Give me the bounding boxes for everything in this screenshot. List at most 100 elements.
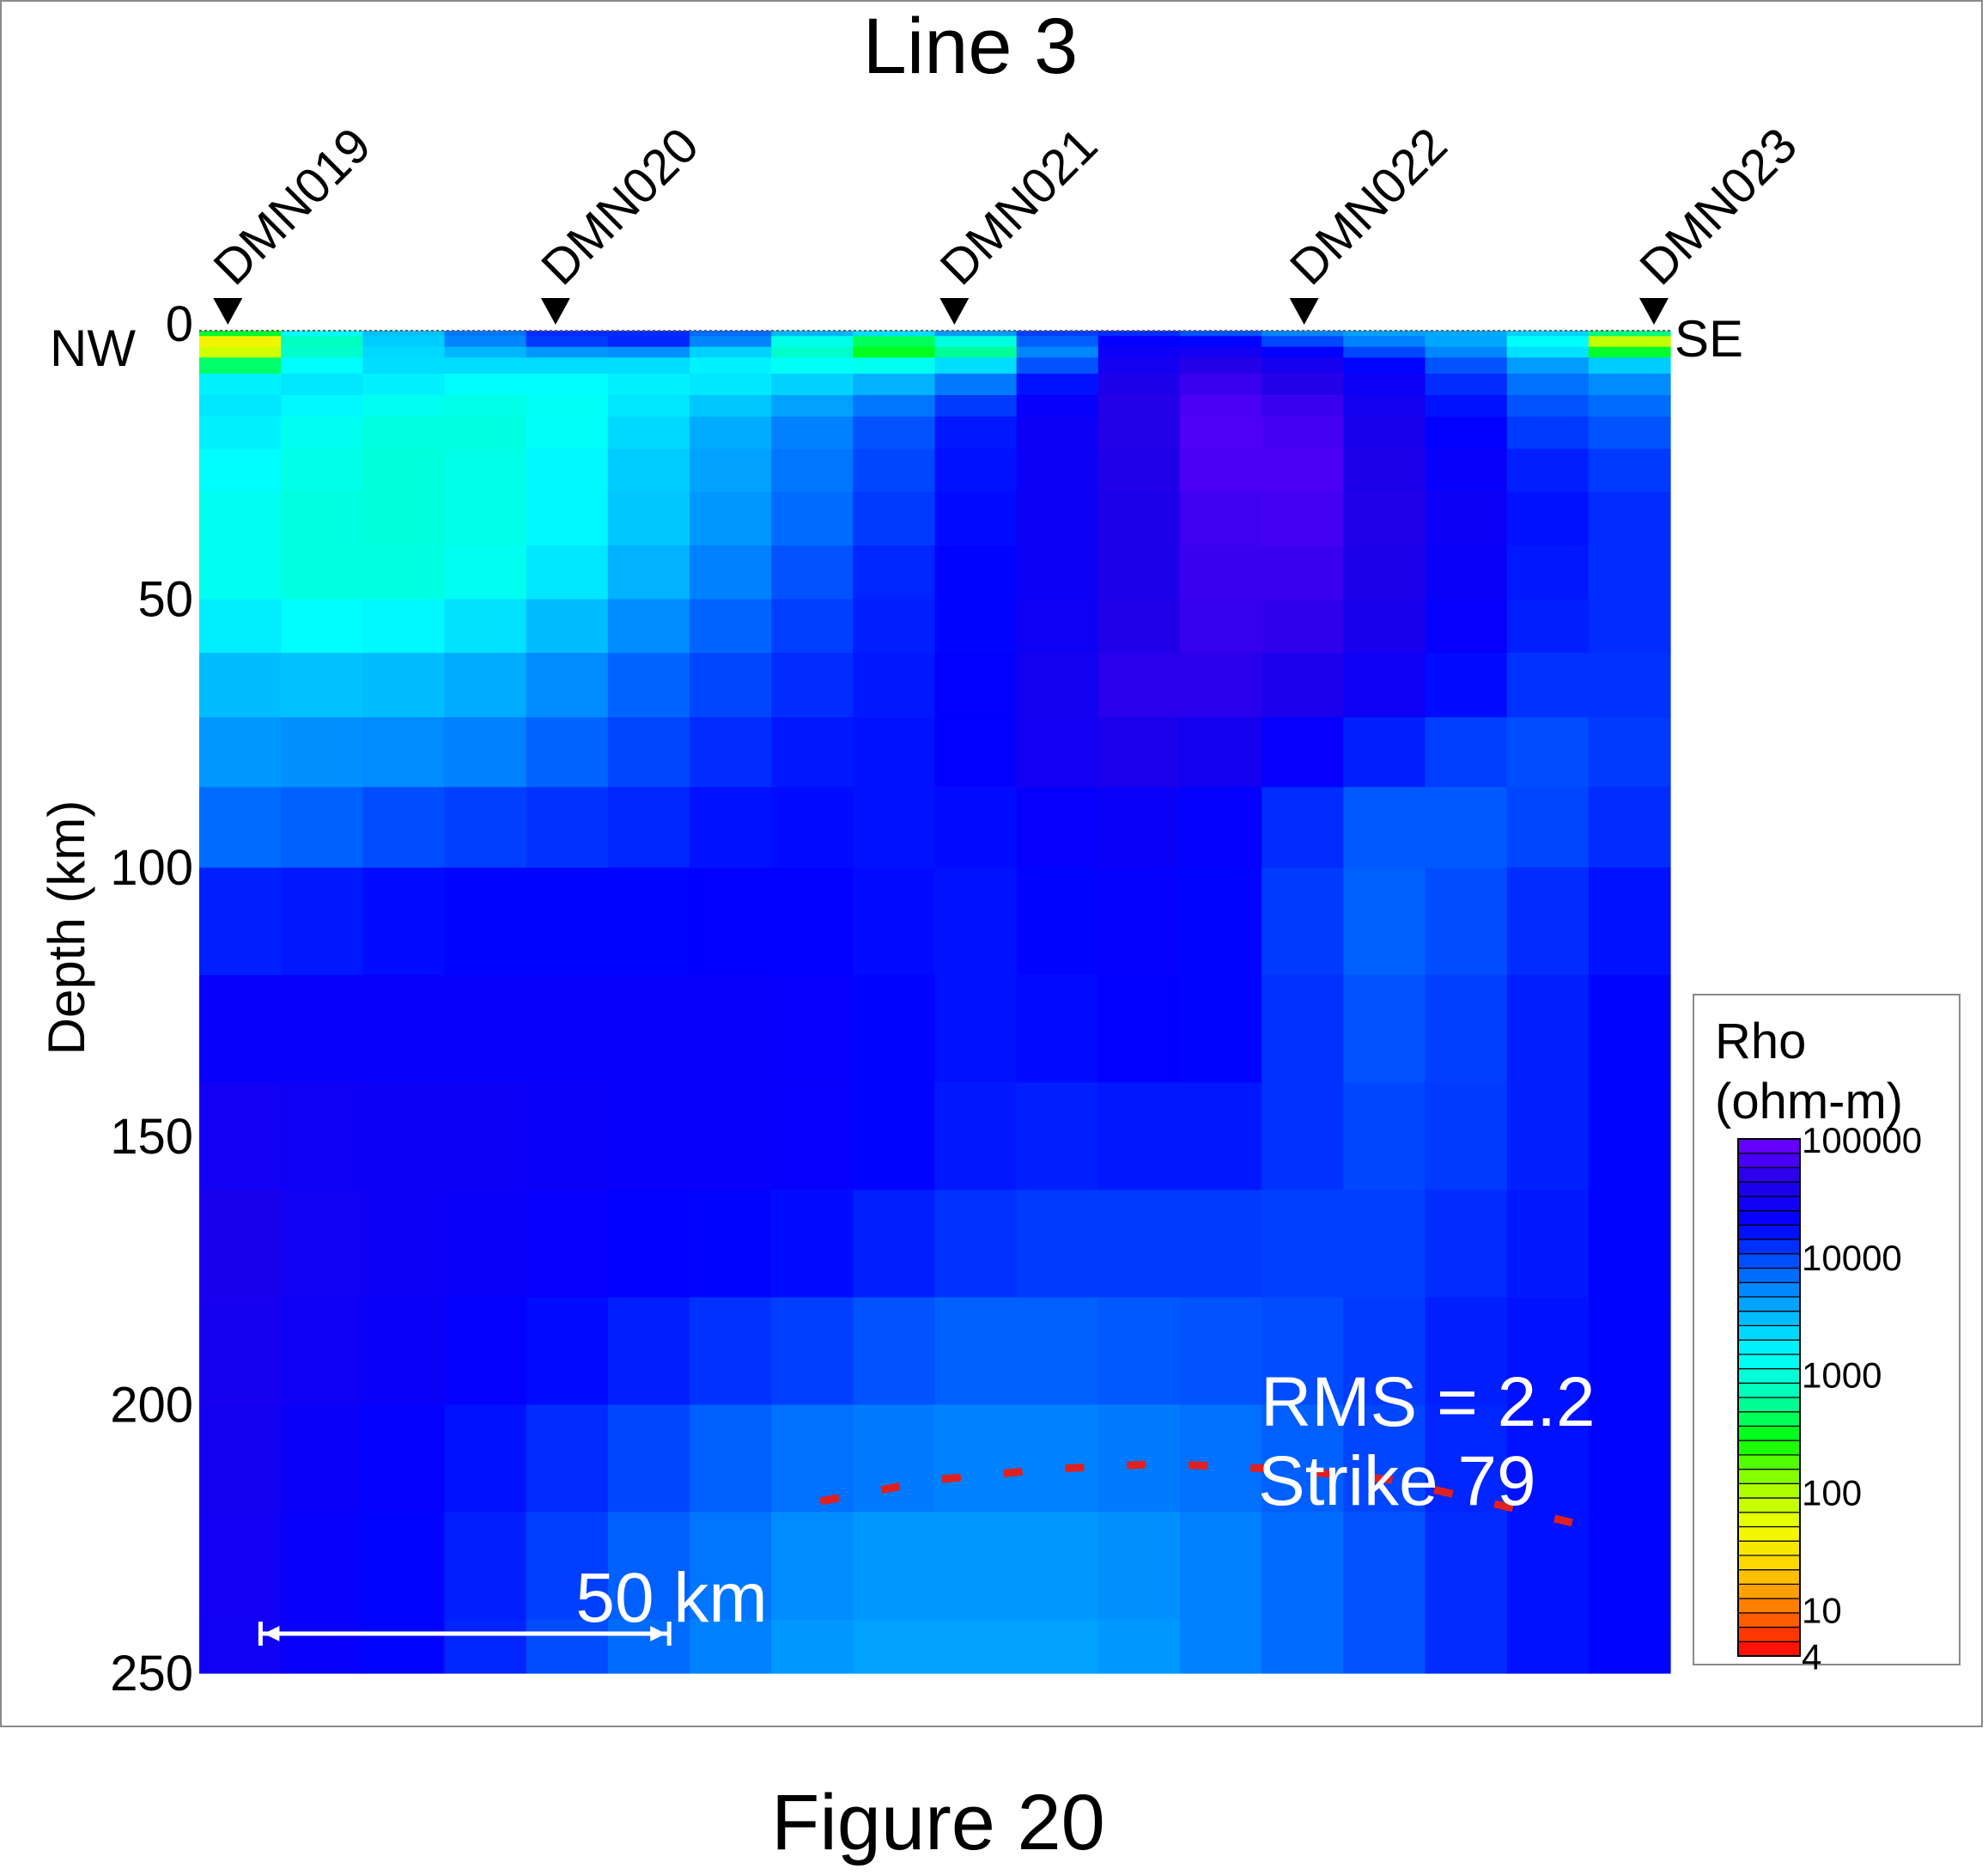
heatmap-cell xyxy=(1506,1297,1590,1405)
heatmap-cell xyxy=(1097,717,1181,788)
heatmap-cell xyxy=(526,975,609,1083)
colorbar-legend: Rho (ohm-m) 100000 10000 1000 100 10 4 xyxy=(1693,994,1961,1677)
heatmap-cell xyxy=(444,1619,527,1674)
heatmap-cell xyxy=(1343,374,1426,396)
heatmap-cell xyxy=(199,1297,282,1405)
colorbar-swatch xyxy=(1737,1626,1801,1642)
heatmap-cell xyxy=(1425,653,1508,718)
heatmap-cell xyxy=(1425,1619,1508,1674)
heatmap-cell xyxy=(281,448,363,493)
heatmap-cell xyxy=(526,417,609,450)
heatmap-cell xyxy=(1588,357,1671,374)
heatmap-cell xyxy=(281,374,363,396)
heatmap-cell xyxy=(199,599,282,654)
colorbar-swatch xyxy=(1737,1569,1801,1585)
heatmap-cell xyxy=(444,336,527,348)
heatmap-cell xyxy=(199,867,282,976)
station-label: DMN021 xyxy=(930,117,1109,295)
heatmap-cell xyxy=(1016,653,1099,718)
colorbar-swatch xyxy=(1737,1583,1801,1599)
heatmap-cell xyxy=(526,395,609,417)
heatmap-cell xyxy=(526,545,609,600)
heatmap-cell xyxy=(1506,374,1590,396)
heatmap-cell xyxy=(607,346,690,358)
heatmap-cell xyxy=(607,491,690,546)
heatmap-cell xyxy=(199,1404,282,1513)
heatmap-cell xyxy=(1097,491,1181,546)
heatmap-cell xyxy=(1343,1297,1426,1405)
heatmap-cell xyxy=(1261,1512,1344,1620)
heatmap-cell xyxy=(690,975,772,1083)
heatmap-cell xyxy=(607,374,690,396)
heatmap-cell xyxy=(1506,1619,1590,1674)
heatmap-cell xyxy=(1180,599,1262,654)
heatmap-cell xyxy=(1097,448,1181,493)
heatmap-cell xyxy=(934,1619,1018,1674)
heatmap-cell xyxy=(199,1619,282,1674)
colorbar-swatch xyxy=(1737,1281,1801,1298)
heatmap-cell xyxy=(690,1512,772,1620)
heatmap-cell xyxy=(771,975,854,1083)
colorbar-swatch xyxy=(1737,1253,1801,1269)
colorbar-swatch xyxy=(1737,1612,1801,1628)
colorbar-swatch xyxy=(1737,1224,1801,1240)
heatmap-cell xyxy=(1425,717,1508,788)
heatmap-cell xyxy=(1097,346,1181,358)
heatmap-cell xyxy=(1261,1190,1344,1298)
se-orientation-label: SE xyxy=(1675,310,1743,368)
heatmap-cell xyxy=(771,1512,854,1620)
heatmap-cell xyxy=(444,417,527,450)
heatmap-cell xyxy=(853,717,936,788)
heatmap-cell xyxy=(1506,787,1590,868)
colorbar-swatch xyxy=(1737,1209,1801,1226)
heatmap-cell xyxy=(1016,1297,1099,1405)
heatmap-cell xyxy=(607,417,690,450)
heatmap-cell xyxy=(444,1190,527,1298)
heatmap-cell xyxy=(934,1512,1018,1620)
heatmap-cell xyxy=(690,1082,772,1190)
heatmap-cell xyxy=(1261,867,1344,976)
heatmap-cell xyxy=(690,1404,772,1513)
heatmap-cell xyxy=(1506,395,1590,417)
heatmap-cell xyxy=(444,975,527,1083)
heatmap-cell xyxy=(444,374,527,396)
heatmap-cell xyxy=(607,1404,690,1513)
heatmap-cell xyxy=(199,357,282,374)
heatmap-cell xyxy=(199,717,282,788)
heatmap-cell xyxy=(1097,653,1181,718)
heatmap-cell xyxy=(1588,1512,1671,1620)
heatmap-cell xyxy=(934,1082,1018,1190)
resistivity-heatmap xyxy=(199,331,1671,1674)
heatmap-cell xyxy=(1343,1512,1426,1620)
heatmap-cell xyxy=(1180,357,1262,374)
heatmap-cell xyxy=(281,336,363,348)
heatmap-cell xyxy=(444,599,527,654)
heatmap-cell xyxy=(934,448,1018,493)
heatmap-cell xyxy=(1588,346,1671,358)
heatmap-cell xyxy=(199,331,282,337)
heatmap-cell xyxy=(526,357,609,374)
heatmap-cell xyxy=(690,417,772,450)
heatmap-cell xyxy=(934,374,1018,396)
heatmap-cell xyxy=(853,975,936,1083)
dashed-interface-polyline xyxy=(819,1459,1573,1527)
heatmap-cell xyxy=(1588,717,1671,788)
heatmap-cell xyxy=(526,346,609,358)
heatmap-cell xyxy=(362,717,446,788)
heatmap-cell xyxy=(362,417,446,450)
heatmap-cell xyxy=(853,1404,936,1513)
heatmap-cell xyxy=(607,336,690,348)
heatmap-cell xyxy=(1016,975,1099,1083)
colorbar-swatch xyxy=(1737,1555,1801,1571)
heatmap-cell xyxy=(1425,787,1508,868)
heatmap-cell xyxy=(444,867,527,976)
depth-tick-label: 200 xyxy=(110,1377,193,1433)
heatmap-cell xyxy=(853,599,936,654)
heatmap-cell xyxy=(1425,491,1508,546)
colorbar-tick-label: 10000 xyxy=(1802,1238,1902,1278)
heatmap-cell xyxy=(1180,448,1262,493)
heatmap-cell xyxy=(853,867,936,976)
heatmap-cell xyxy=(1097,374,1181,396)
heatmap-cell xyxy=(1425,417,1508,450)
